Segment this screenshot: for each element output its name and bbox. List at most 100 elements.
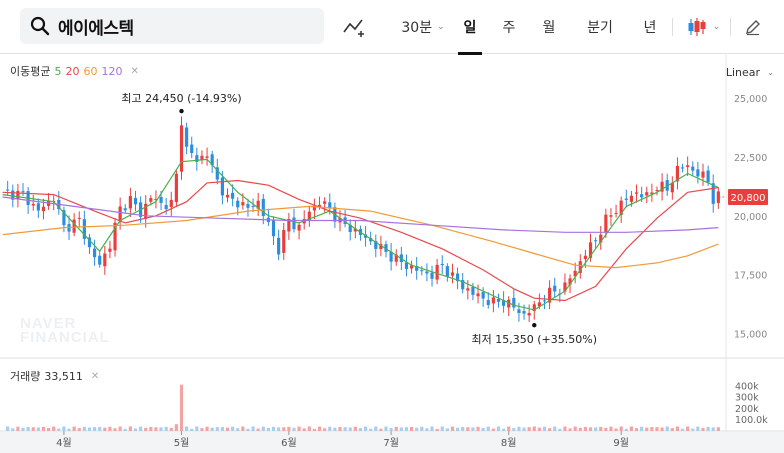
volume-bar xyxy=(645,427,649,431)
candle-body xyxy=(461,280,465,290)
ma-period-120: 120 xyxy=(101,64,123,78)
volume-bar xyxy=(481,427,485,431)
volume-bar xyxy=(542,426,547,431)
search-query[interactable]: 에이에스텍 xyxy=(58,18,134,39)
volume-bar xyxy=(548,428,552,431)
candle-body xyxy=(629,195,634,202)
volume-bar xyxy=(461,426,465,431)
volume-bar xyxy=(215,427,219,431)
period-tab-month[interactable]: 월 xyxy=(537,0,561,54)
period-tab-week[interactable]: 주 xyxy=(497,0,521,54)
current-price-label: 20,800 xyxy=(731,193,766,204)
volume-bar xyxy=(691,428,695,431)
price-tick-label: 20,000 xyxy=(734,212,767,223)
candle-body xyxy=(174,173,178,203)
toolbar-divider xyxy=(730,18,731,36)
volume-bar xyxy=(256,428,260,431)
candle-body xyxy=(476,293,480,297)
volume-bar xyxy=(307,426,311,431)
candle-body xyxy=(548,287,552,303)
draw-pen-button[interactable] xyxy=(740,0,766,54)
volume-bar xyxy=(282,427,286,431)
candle-body xyxy=(231,192,235,199)
close-icon[interactable]: ✕ xyxy=(130,65,139,77)
volume-bar xyxy=(660,427,664,431)
volume-bar xyxy=(225,427,230,431)
price-chart[interactable]: 25,000 22,500 20,000 17,500 15,000 400k 300k 20… xyxy=(0,55,784,453)
candle-body xyxy=(36,203,40,211)
chart-type-select[interactable]: ⌄ xyxy=(682,0,724,54)
chevron-down-icon: ⌄ xyxy=(712,22,721,32)
volume-tick-label: 400k xyxy=(735,381,759,392)
candle-body xyxy=(282,229,286,253)
volume-bar xyxy=(711,427,715,431)
candlestick-icon xyxy=(688,18,706,36)
volume-bar xyxy=(440,426,444,431)
volume-bar xyxy=(323,428,327,431)
candle-body xyxy=(440,263,444,266)
volume-bar xyxy=(108,426,112,431)
volume-bar xyxy=(650,427,654,431)
volume-bar xyxy=(312,428,317,431)
scale-mode-label[interactable]: Linear xyxy=(725,66,760,79)
candle-body xyxy=(11,190,15,200)
volume-bar xyxy=(62,426,66,431)
volume-bar xyxy=(159,427,163,431)
candle-body xyxy=(553,285,557,292)
volume-legend[interactable]: 거래량 33,511 ✕ xyxy=(10,368,99,384)
volume-bar xyxy=(415,427,419,431)
price-tick-label: 22,500 xyxy=(734,153,767,164)
volume-bar xyxy=(614,428,618,431)
volume-bar xyxy=(31,427,35,431)
volume-bar xyxy=(609,426,613,431)
moving-average-line-120 xyxy=(2,196,719,233)
candle-body xyxy=(650,192,654,194)
period-tab-year[interactable]: 년 xyxy=(638,0,662,54)
month-label: 9월 xyxy=(613,437,629,449)
volume-bar xyxy=(701,427,705,431)
moving-average-legend[interactable]: 이동평균 5 20 60 120 ✕ xyxy=(10,63,139,79)
minute-interval-select[interactable]: 30분 ⌄ xyxy=(396,0,450,54)
candle-body xyxy=(297,224,301,231)
volume-bar xyxy=(455,427,460,431)
price-tick-label: 15,000 xyxy=(734,329,767,340)
volume-bar xyxy=(261,426,265,431)
volume-bar xyxy=(522,427,526,431)
volume-bar xyxy=(435,428,439,431)
volume-bar xyxy=(36,427,40,431)
candle-body xyxy=(542,300,547,302)
volume-bar xyxy=(583,426,587,431)
volume-bar xyxy=(369,428,373,431)
chevron-down-icon[interactable]: ⌄ xyxy=(767,68,774,77)
candle-body xyxy=(307,211,311,221)
candle-body xyxy=(179,125,184,172)
period-tab-label: 년 xyxy=(643,20,657,36)
ma-period-60: 60 xyxy=(83,64,98,78)
volume-bar xyxy=(716,427,720,431)
period-tab-day[interactable]: 일 xyxy=(458,0,482,55)
candle-body xyxy=(108,248,112,252)
pencil-icon xyxy=(746,20,760,36)
volume-bar xyxy=(629,426,634,431)
volume-bar xyxy=(87,427,92,431)
candle-body xyxy=(415,265,419,271)
volume-bar xyxy=(46,427,51,431)
chart-canvas[interactable]: 25,00022,50020,00017,50015,000400k300k20… xyxy=(0,55,784,453)
volume-tick-label: 200k xyxy=(735,404,759,415)
candle-body xyxy=(450,272,455,276)
volume-bar xyxy=(430,426,434,431)
candle-body xyxy=(41,206,46,212)
stock-search-box[interactable]: 에이에스텍 xyxy=(20,8,324,44)
candle-body xyxy=(563,282,567,292)
candle-body xyxy=(169,199,173,208)
month-label: 5월 xyxy=(174,437,190,449)
candle-body xyxy=(512,297,516,308)
candle-body xyxy=(532,304,536,312)
close-icon[interactable]: ✕ xyxy=(90,370,100,382)
candle-body xyxy=(640,194,644,198)
period-tab-label: 분기 xyxy=(587,20,613,36)
volume-bar xyxy=(246,428,250,431)
drawing-tool-button[interactable] xyxy=(338,0,372,54)
period-tab-quarter[interactable]: 분기 xyxy=(581,0,619,54)
volume-bar xyxy=(343,427,347,431)
